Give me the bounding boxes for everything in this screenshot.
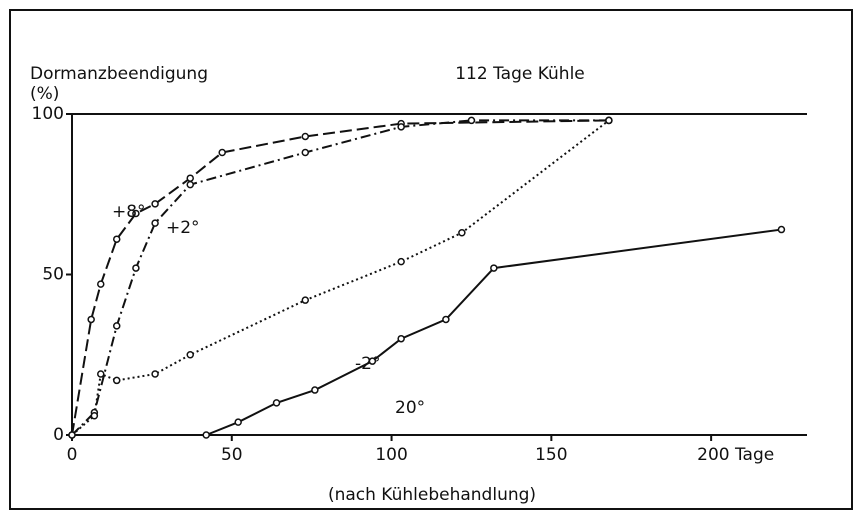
marker (112, 376, 121, 385)
marker (490, 264, 498, 272)
x-tick-label: 150 (535, 445, 567, 465)
marker (467, 116, 476, 125)
series-line (71, 119, 609, 436)
series-label: +8° (112, 202, 146, 222)
marker (368, 357, 377, 365)
marker (90, 411, 99, 420)
marker (132, 209, 140, 218)
marker (68, 431, 76, 439)
x-tick-label: 0 (67, 445, 78, 465)
marker (311, 386, 319, 394)
x-tick-label: 100 (375, 445, 407, 465)
x-tick-label: 50 (221, 445, 243, 465)
marker (186, 351, 194, 359)
frame (9, 9, 853, 510)
y-tick-label: 0 (53, 425, 64, 445)
marker (97, 280, 105, 288)
y-tick-label: 100 (32, 104, 64, 124)
marker (186, 174, 194, 182)
marker (112, 235, 121, 243)
marker (151, 200, 159, 208)
series-line (71, 119, 609, 436)
marker (272, 399, 281, 407)
marker (234, 418, 242, 426)
marker (605, 116, 613, 125)
x-axis-label: (nach Kühlebehandlung) (328, 485, 536, 505)
marker (112, 322, 121, 330)
marker (777, 225, 786, 234)
marker (132, 264, 140, 272)
y-axis-label: (%) (30, 84, 59, 104)
marker (151, 219, 159, 227)
marker (301, 132, 310, 141)
series-label: +2° (166, 218, 200, 238)
marker (97, 370, 105, 378)
y-tick-label: 50 (42, 265, 64, 285)
series-line (205, 228, 782, 436)
marker (397, 257, 405, 266)
y-axis-label: Dormanzbeendigung (30, 64, 208, 84)
marker (458, 229, 466, 237)
marker (442, 315, 450, 324)
series-line (71, 119, 610, 436)
marker (87, 315, 95, 324)
marker (397, 334, 405, 343)
marker (202, 431, 210, 439)
series-label: 20° (395, 398, 425, 418)
x-tick-label: 200 Tage (697, 445, 774, 465)
chart-title: 112 Tage Kühle (455, 64, 585, 84)
marker (397, 123, 405, 131)
marker (218, 148, 226, 157)
marker (301, 148, 310, 157)
marker (301, 296, 310, 304)
marker (151, 370, 159, 378)
marker (186, 180, 194, 189)
